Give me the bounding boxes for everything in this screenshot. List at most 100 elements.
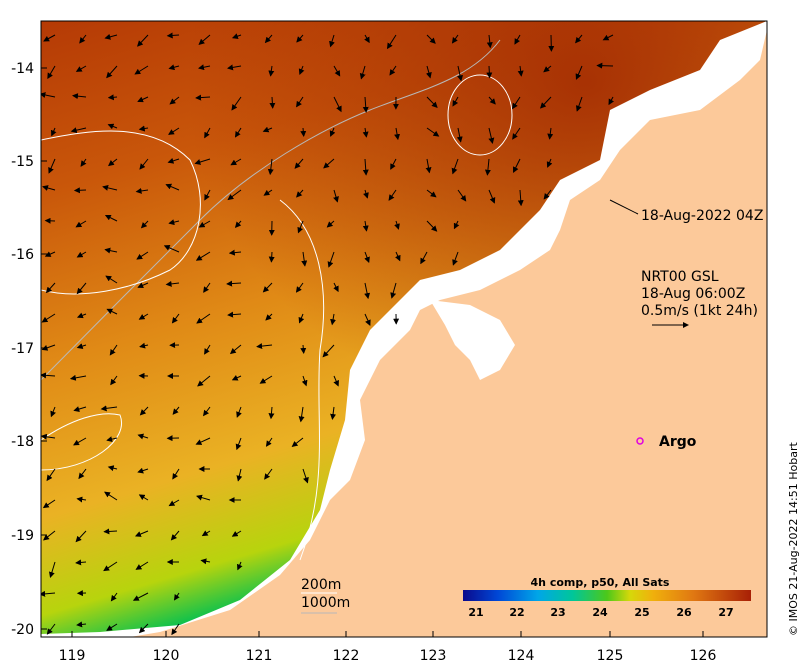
current-arrow bbox=[512, 127, 521, 140]
current-arrow bbox=[295, 282, 304, 293]
current-arrow bbox=[168, 219, 180, 226]
x-tick-label: 125 bbox=[597, 648, 624, 664]
current-arrow bbox=[137, 467, 149, 474]
current-arrow bbox=[296, 34, 304, 43]
current-arrow bbox=[171, 313, 180, 324]
current-arrow bbox=[234, 220, 242, 228]
colorbar-ramp bbox=[463, 590, 751, 601]
x-tick-label: 123 bbox=[420, 648, 447, 664]
argo-label: Argo bbox=[659, 434, 697, 450]
current-arrow bbox=[390, 158, 397, 170]
current-arrow bbox=[602, 34, 614, 41]
current-arrow bbox=[425, 65, 432, 79]
current-arrow bbox=[457, 65, 463, 82]
contour-1000m bbox=[41, 39, 501, 381]
current-arrow bbox=[227, 311, 242, 318]
current-arrow bbox=[104, 247, 118, 254]
current-arrow bbox=[300, 344, 307, 354]
current-arrow bbox=[198, 220, 211, 228]
current-arrow bbox=[106, 308, 118, 315]
current-arrow bbox=[135, 561, 149, 570]
current-arrow bbox=[137, 282, 149, 289]
current-arrow bbox=[76, 496, 87, 503]
current-arrow bbox=[44, 251, 56, 257]
y-tick-label: -19 bbox=[11, 528, 34, 544]
current-arrow bbox=[265, 437, 273, 447]
current-arrow bbox=[138, 313, 149, 320]
current-arrow bbox=[168, 499, 180, 507]
current-arrow bbox=[329, 34, 335, 48]
map-plot-area bbox=[41, 21, 767, 637]
current-arrow bbox=[202, 406, 211, 417]
current-arrow bbox=[362, 96, 369, 113]
current-arrow bbox=[364, 282, 371, 300]
current-arrow bbox=[229, 344, 242, 355]
current-arrow bbox=[198, 34, 211, 45]
contour-200m-b bbox=[279, 199, 325, 561]
current-arrow bbox=[452, 251, 459, 266]
current-arrow bbox=[173, 592, 180, 601]
current-arrow bbox=[302, 468, 309, 484]
current-arrow bbox=[268, 65, 275, 77]
current-arrow bbox=[514, 34, 521, 45]
contour-200m-c bbox=[447, 74, 513, 156]
y-tick-label: -18 bbox=[11, 434, 34, 450]
current-arrow bbox=[333, 65, 341, 77]
current-arrow bbox=[138, 125, 149, 132]
current-arrow bbox=[512, 96, 521, 110]
current-arrow bbox=[226, 280, 242, 287]
current-arrow bbox=[389, 65, 397, 76]
current-arrow bbox=[41, 344, 56, 351]
current-arrow bbox=[79, 34, 87, 44]
current-arrow bbox=[330, 313, 337, 326]
current-arrow bbox=[236, 468, 243, 482]
colorbar-labels: 21 22 23 24 25 26 27 bbox=[468, 606, 733, 619]
current-arrow bbox=[451, 34, 459, 44]
current-arrow bbox=[109, 344, 118, 356]
current-arrow bbox=[106, 65, 118, 79]
current-arrow bbox=[333, 96, 342, 113]
colorbar-label: 23 bbox=[550, 606, 565, 619]
current-arrow bbox=[46, 623, 56, 635]
current-arrow bbox=[137, 96, 149, 103]
x-tick-label: 121 bbox=[246, 648, 273, 664]
current-arrow bbox=[105, 275, 118, 284]
current-arrow bbox=[110, 375, 118, 386]
current-arrow bbox=[75, 559, 87, 566]
contour-200m-a bbox=[41, 130, 201, 295]
current-arrow bbox=[322, 344, 335, 358]
current-arrow bbox=[362, 127, 369, 138]
current-arrow bbox=[134, 65, 149, 75]
current-arrow bbox=[301, 251, 308, 267]
current-arrow bbox=[543, 65, 552, 73]
current-arrow bbox=[362, 220, 369, 232]
current-arrow bbox=[76, 312, 87, 319]
current-arrow bbox=[333, 189, 339, 203]
current-arrow bbox=[132, 592, 149, 601]
y-tick-label: -15 bbox=[11, 154, 34, 170]
current-arrow bbox=[165, 183, 180, 191]
current-arrow bbox=[70, 127, 87, 134]
current-arrow bbox=[394, 127, 401, 141]
current-arrow bbox=[172, 406, 180, 415]
current-arrow bbox=[107, 465, 118, 472]
current-arrow bbox=[108, 158, 118, 167]
contour-200m-label: 200m bbox=[301, 577, 341, 593]
current-arrow bbox=[457, 189, 467, 202]
current-arrow bbox=[196, 494, 211, 501]
current-arrow bbox=[139, 158, 149, 170]
current-arrow bbox=[264, 34, 273, 44]
current-arrow bbox=[513, 158, 521, 173]
current-arrow bbox=[48, 158, 56, 174]
current-arrow bbox=[134, 530, 149, 537]
current-arrow bbox=[46, 468, 56, 482]
current-arrow bbox=[596, 62, 614, 69]
current-arrow bbox=[236, 406, 242, 418]
current-arrow bbox=[265, 313, 273, 321]
current-arrow bbox=[388, 189, 397, 201]
current-arrow bbox=[426, 34, 436, 44]
current-arrow bbox=[517, 65, 524, 77]
current-arrow bbox=[165, 280, 180, 287]
colorbar-label: 21 bbox=[468, 606, 483, 619]
current-arrow bbox=[166, 32, 180, 39]
